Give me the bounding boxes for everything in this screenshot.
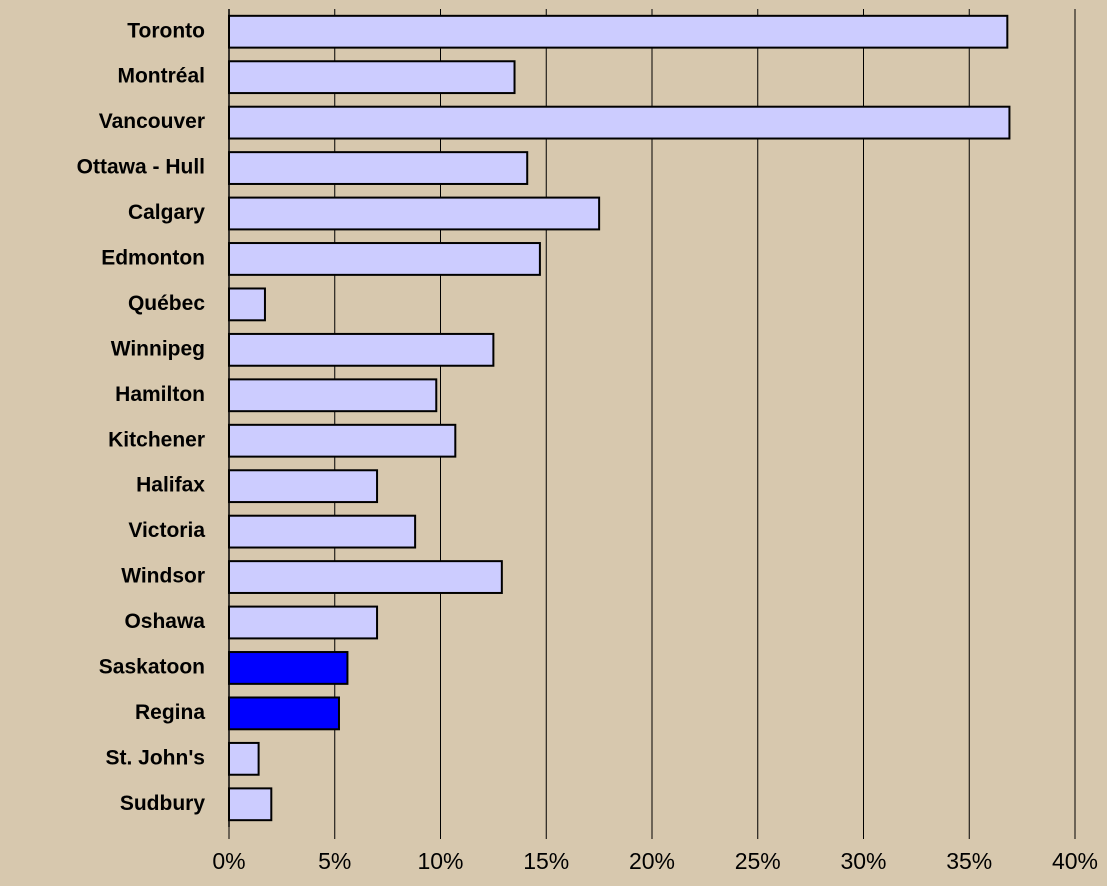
bar — [228, 287, 266, 322]
x-tick-label: 20% — [629, 848, 675, 874]
x-tick-label: 35% — [946, 848, 992, 874]
y-tick-label: Ottawa - Hull — [77, 156, 205, 179]
bar — [228, 105, 1011, 140]
x-tick-label: 5% — [318, 848, 351, 874]
y-tick-label: St. John's — [105, 746, 205, 769]
bar — [228, 151, 529, 185]
y-tick-label: Québec — [128, 292, 205, 315]
y-tick-label: Hamilton — [115, 383, 205, 406]
x-tick-label: 25% — [735, 848, 781, 874]
bar — [228, 60, 516, 95]
bar — [228, 423, 457, 458]
x-tick-label: 0% — [212, 848, 245, 874]
y-tick-label: Winnipeg — [111, 337, 205, 360]
bar — [228, 605, 379, 640]
y-tick-label: Montréal — [117, 65, 205, 88]
bar — [228, 332, 495, 367]
bar — [228, 196, 601, 231]
bar — [228, 787, 273, 822]
y-tick-label: Saskatoon — [99, 655, 205, 678]
bar — [228, 242, 541, 276]
y-tick-label: Kitchener — [108, 428, 205, 451]
y-tick-label: Halifax — [136, 474, 205, 497]
y-tick-label: Windsor — [121, 565, 205, 588]
y-tick-label: Calgary — [128, 201, 205, 224]
bar — [228, 469, 379, 504]
x-tick-label: 40% — [1052, 848, 1098, 874]
bar — [228, 560, 503, 594]
bar — [228, 651, 349, 685]
y-tick-label: Oshawa — [124, 610, 205, 633]
bar — [228, 514, 417, 549]
bar — [228, 14, 1009, 49]
bar — [228, 741, 260, 776]
y-tick-label: Regina — [135, 701, 205, 724]
bar — [228, 378, 438, 413]
x-tick-label: 15% — [523, 848, 569, 874]
y-tick-label: Victoria — [128, 519, 205, 542]
y-tick-label: Toronto — [127, 19, 205, 42]
x-tick-label: 10% — [417, 848, 463, 874]
x-tick-label: 30% — [840, 848, 886, 874]
y-tick-label: Edmonton — [101, 246, 205, 269]
y-tick-label: Vancouver — [99, 110, 205, 133]
y-tick-label: Sudbury — [120, 792, 205, 815]
bar — [228, 696, 340, 731]
